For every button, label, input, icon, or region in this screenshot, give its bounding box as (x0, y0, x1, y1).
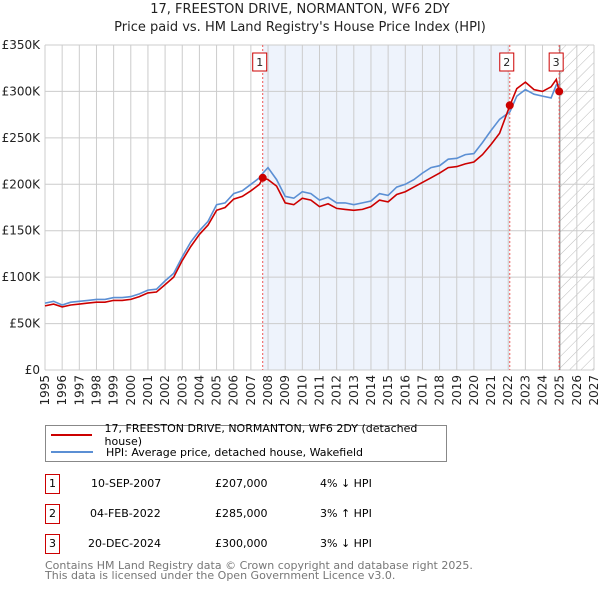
x-tick-label: 2025 (553, 375, 567, 406)
sale-price: £285,000 (215, 507, 268, 520)
x-tick-label: 2008 (261, 375, 275, 406)
x-tick-label: 2023 (518, 375, 532, 406)
legend-label: 17, FREESTON DRIVE, NORMANTON, WF6 2DY (… (104, 422, 418, 448)
y-tick-label: £50K (9, 317, 41, 331)
table-row: 1 10-SEP-2007 £207,000 4% ↓ HPI (45, 474, 465, 494)
legend-item-property: 17, FREESTON DRIVE, NORMANTON, WF6 2DY (… (46, 422, 446, 448)
chart-subtitle: Price paid vs. HM Land Registry's House … (114, 20, 486, 35)
x-tick-label: 2017 (415, 375, 429, 406)
x-tick-label: 2002 (158, 375, 172, 406)
sale-label-box (252, 52, 268, 72)
sale-badge: 3 (45, 534, 60, 554)
sale-point (258, 173, 267, 182)
legend-swatch-red (51, 434, 92, 436)
y-tick-label: £300K (2, 84, 42, 98)
ownership-shade (262, 45, 510, 370)
sale-price: £207,000 (215, 477, 268, 490)
x-tick-label: 2003 (175, 375, 189, 406)
sale-point (555, 87, 564, 96)
sale-hpi-diff: 3% ↑ HPI (320, 507, 372, 520)
x-tick-label: 1997 (72, 375, 86, 406)
x-tick-label: 2019 (450, 375, 464, 406)
x-tick-label: 2010 (295, 375, 309, 406)
x-tick-label: 2009 (278, 375, 292, 406)
legend: 17, FREESTON DRIVE, NORMANTON, WF6 2DY (… (45, 422, 447, 462)
x-tick-label: 2005 (210, 375, 224, 406)
sale-date: 04-FEB-2022 (90, 507, 161, 520)
sale-hpi-diff: 4% ↓ HPI (320, 477, 372, 490)
x-tick-label: 2007 (244, 375, 258, 406)
x-tick-label: 2004 (192, 375, 206, 406)
legend-item-hpi: HPI: Average price, detached house, Wake… (46, 444, 363, 460)
x-tick-label: 2011 (313, 375, 327, 406)
table-row: 3 20-DEC-2024 £300,000 3% ↓ HPI (45, 534, 465, 554)
x-tick-label: 2018 (433, 375, 447, 406)
x-tick-label: 2024 (536, 375, 550, 406)
x-tick-label: 1995 (38, 375, 52, 406)
sale-label-box (548, 52, 564, 72)
sale-date: 20-DEC-2024 (88, 537, 162, 550)
sale-price: £300,000 (215, 537, 268, 550)
sale-label: 2 (503, 56, 510, 69)
y-tick-label: £0 (25, 363, 40, 377)
sale-label: 3 (553, 56, 560, 69)
y-tick-label: £200K (2, 177, 42, 191)
footer-copyright: Contains HM Land Registry data © Crown c… (45, 559, 473, 572)
x-tick-label: 2001 (141, 375, 155, 406)
legend-label: HPI: Average price, detached house, Wake… (106, 445, 364, 459)
x-tick-label: 2020 (467, 375, 481, 406)
x-tick-label: 2014 (364, 375, 378, 406)
x-tick-label: 1998 (89, 375, 103, 406)
x-tick-label: 2026 (570, 375, 584, 406)
sale-hpi-diff: 3% ↓ HPI (320, 537, 372, 550)
chart-title: 17, FREESTON DRIVE, NORMANTON, WF6 2DY (150, 2, 450, 17)
x-tick-label: 2012 (330, 375, 344, 406)
x-tick-label: 2013 (347, 375, 361, 406)
footer-licence: This data is licensed under the Open Gov… (45, 569, 396, 582)
x-tick-label: 2000 (124, 375, 138, 406)
x-tick-label: 2021 (484, 375, 498, 406)
x-tick-label: 2006 (227, 375, 241, 406)
y-tick-label: £150K (2, 224, 42, 238)
x-tick-label: 1996 (55, 375, 69, 406)
sale-point (505, 101, 514, 110)
price-chart: 1995 1996 1997 1998 1999 2000 2001 2002 2003 2004… (2, 38, 600, 406)
hpi-series-line (44, 83, 560, 306)
x-tick-label: 2027 (587, 375, 600, 406)
sale-date: 10-SEP-2007 (91, 477, 162, 490)
y-tick-label: £100K (2, 270, 42, 284)
y-tick-label: £350K (2, 38, 42, 52)
sale-label-box (499, 52, 515, 72)
y-tick-label: £250K (2, 131, 42, 145)
x-tick-label: 1999 (107, 375, 121, 406)
property-series-line (44, 77, 560, 308)
sale-badge: 1 (45, 474, 60, 494)
x-tick-label: 2022 (501, 375, 515, 406)
sale-label: 1 (256, 56, 263, 69)
x-tick-label: 2016 (398, 375, 412, 406)
table-row: 2 04-FEB-2022 £285,000 3% ↑ HPI (45, 504, 465, 524)
sale-badge: 2 (45, 504, 60, 524)
x-tick-label: 2015 (381, 375, 395, 406)
legend-swatch-blue (51, 451, 93, 453)
